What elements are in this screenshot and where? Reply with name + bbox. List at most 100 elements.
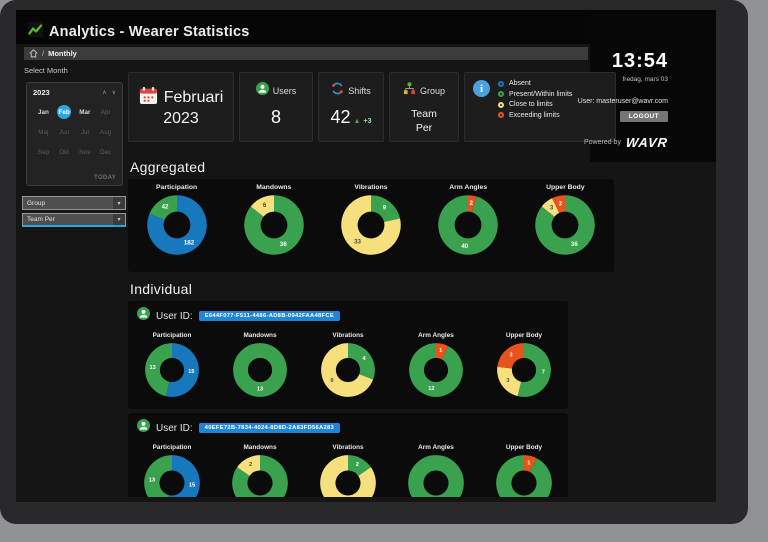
individual-row: User ID: E644F077-F511-4486-AD8B-0942FAA…	[128, 301, 568, 409]
powered-by-label: Powered by	[583, 139, 621, 146]
svg-text:15: 15	[189, 482, 196, 488]
legend-label: Close to limits	[509, 101, 553, 108]
svg-text:42: 42	[161, 204, 168, 211]
calendar-month-jul: Jul	[80, 128, 89, 136]
app-header: Analytics - Wearer Statistics	[28, 22, 250, 42]
svg-text:3: 3	[510, 352, 513, 358]
svg-text:3: 3	[550, 205, 554, 212]
donut-chart-vibrations: Vibrations 211	[319, 444, 377, 497]
period-month: Februari	[163, 89, 224, 106]
svg-text:6: 6	[263, 202, 267, 209]
svg-text:12: 12	[428, 386, 434, 392]
today-button[interactable]: TODAY	[94, 175, 116, 181]
calendar-icon	[139, 86, 158, 110]
calendar-month-nov: Nov	[79, 148, 91, 156]
shifts-label: Shifts	[348, 86, 371, 96]
group-dropdown-value: Group	[27, 199, 46, 207]
donut-chart-participation: Participation 182 42	[146, 184, 208, 261]
info-icon: i	[473, 80, 490, 97]
chart-title: Vibrations	[354, 184, 388, 191]
user-id-label: User ID:	[156, 422, 193, 434]
session-block: 13:54 fredag, mars 03 User: masteruser@w…	[518, 50, 669, 150]
chart-title: Participation	[152, 444, 192, 451]
app-window: Analytics - Wearer Statistics / Monthly …	[16, 10, 716, 502]
donut-chart-upper-body: Upper Body 112	[495, 444, 553, 497]
shifts-card: Shifts 42 ▲ +3	[318, 72, 384, 142]
donut-chart-vibrations: Vibrations 4 9	[320, 332, 376, 403]
legend-card: i Absent Present/Within limits Close to li…	[464, 72, 616, 142]
calendar-month-mar[interactable]: Mar	[79, 108, 91, 116]
dropdown-arrow-icon: ▾	[113, 214, 125, 225]
svg-text:1: 1	[439, 348, 442, 354]
donut-chart-arm-angles: Arm Angles 13	[407, 444, 465, 497]
donut-chart-svg: 49	[321, 343, 375, 397]
clock-time: 13:54	[611, 50, 668, 72]
calendar-month-jan[interactable]: Jan	[37, 108, 49, 116]
svg-text:13: 13	[257, 386, 263, 392]
svg-text:36: 36	[571, 241, 578, 248]
user-id-badge[interactable]: E644F077-F511-4486-AD8B-0942FAA48FCE	[198, 311, 341, 321]
user-id-badge[interactable]: 40EFE72B-7834-4024-8D8D-2A83FD56A283	[198, 423, 341, 433]
donut-chart-arm-angles: Arm Angles 1 12	[408, 332, 464, 403]
legend-ring-icon	[498, 101, 504, 108]
group-dropdown[interactable]: Group ▾	[22, 196, 126, 210]
users-card: Users 8	[239, 72, 313, 142]
home-icon[interactable]	[29, 45, 38, 63]
aggregated-panel: Participation 182 42 Mandowns 36 6 Vibrations 9…	[128, 179, 614, 272]
donut-chart-svg: 1 12	[409, 343, 463, 397]
trend-up-icon: ▲	[353, 118, 361, 125]
donut-chart-mandowns: Mandowns 13	[232, 332, 288, 403]
calendar-month-jun: Jun	[59, 128, 70, 136]
donut-chart-svg: 7 3 3	[497, 343, 551, 397]
breadcrumb-current[interactable]: Monthly	[48, 49, 77, 58]
svg-text:40: 40	[461, 243, 468, 250]
legend-label: Exceeding limits	[509, 111, 560, 119]
calendar-month-feb[interactable]: Feb	[57, 105, 72, 119]
month-picker: 2023 ∧ ∨ Jan Feb Mar Apr Maj Jun Jul Aug Sep Okt N…	[26, 82, 123, 186]
aggregated-heading: Aggregated	[130, 159, 206, 175]
chevron-up-icon[interactable]: ∧	[102, 90, 107, 96]
donut-chart-mandowns: Mandowns 36 6	[243, 184, 305, 261]
chart-title: Upper Body	[505, 332, 543, 339]
user-id-label: User ID:	[156, 310, 193, 322]
chart-title: Participation	[156, 184, 198, 191]
donut-chart-svg: 13	[408, 455, 464, 497]
calendar-month-maj: Maj	[38, 128, 49, 136]
users-value: 8	[270, 107, 281, 127]
chevron-down-icon[interactable]: ∨	[111, 90, 116, 96]
users-label: Users	[272, 86, 297, 96]
individual-row: User ID: 40EFE72B-7834-4024-8D8D-2A83FD5…	[128, 413, 568, 497]
wavr-logo: WAVR	[625, 135, 669, 150]
group-label: Group	[419, 86, 445, 96]
donut-chart-participation: Participation 15 13	[143, 444, 201, 497]
donut-chart-mandowns: Mandowns 112	[231, 444, 289, 497]
group-card: Group Team Per	[389, 72, 459, 142]
legend-item-close: Close to limits	[498, 101, 572, 108]
legend-label: Present/Within limits	[509, 90, 573, 98]
legend-item-absent: Absent	[498, 80, 572, 87]
logged-in-user: User: masteruser@wavr.com	[577, 98, 668, 105]
breadcrumb-separator: /	[42, 49, 45, 58]
calendar-year[interactable]: 2023	[33, 88, 50, 97]
team-dropdown[interactable]: Team Per ▾	[22, 213, 126, 227]
legend-item-exceed: Exceeding limits	[498, 112, 572, 119]
donut-chart-participation: Participation 15 13	[144, 332, 200, 403]
logout-button[interactable]: LOGOUT	[619, 111, 668, 122]
svg-text:3: 3	[506, 378, 509, 384]
chart-title: Arm Angles	[418, 444, 454, 451]
chart-title: Upper Body	[546, 184, 585, 191]
chart-title: Mandowns	[243, 332, 277, 339]
donut-chart-svg: 13	[233, 343, 287, 397]
org-chart-icon	[403, 82, 416, 100]
donut-chart-vibrations: Vibrations 9 33	[340, 184, 402, 261]
svg-text:1: 1	[527, 460, 531, 466]
donut-chart-svg: 9 33	[341, 195, 401, 255]
donut-chart-upper-body: Upper Body 36 3 3	[534, 184, 596, 261]
svg-text:13: 13	[149, 478, 156, 484]
summary-cards: Februari 2023 Users 8 Shifts	[128, 72, 616, 142]
svg-text:2: 2	[356, 462, 359, 468]
svg-text:36: 36	[280, 241, 287, 248]
donut-chart-svg: 182 42	[146, 195, 207, 255]
user-icon	[137, 419, 150, 437]
